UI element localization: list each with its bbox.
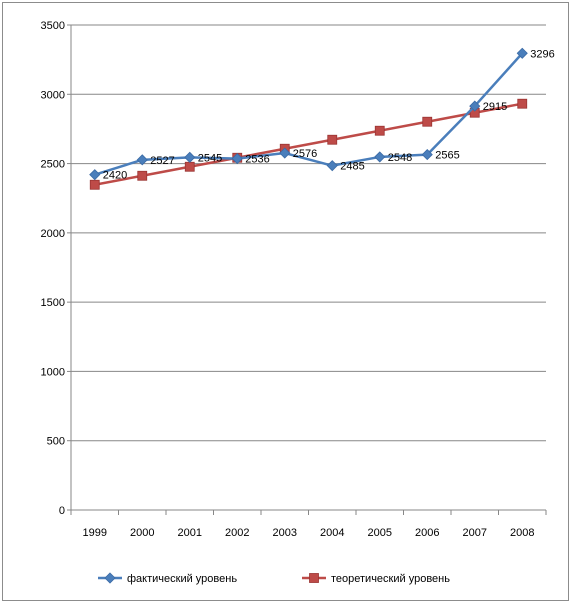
y-tick-label: 2500	[41, 159, 65, 171]
legend: фактический уровень теоретический уровень	[98, 572, 450, 585]
y-tick-label: 500	[47, 436, 65, 448]
data-point-diamond	[136, 154, 148, 166]
data-label: 2527	[150, 155, 174, 167]
y-tick-label: 1500	[41, 297, 65, 309]
x-tick-label: 2002	[225, 527, 249, 539]
y-tick-label: 3500	[41, 20, 65, 32]
data-point-diamond	[374, 151, 386, 163]
data-label: 2548	[388, 152, 412, 164]
legend-marker-square	[309, 573, 319, 583]
x-tick-label: 2000	[130, 527, 154, 539]
x-tick-label: 2007	[463, 527, 487, 539]
series-line-0	[94, 52, 524, 176]
data-point-diamond	[89, 169, 101, 181]
data-point-square	[374, 125, 385, 136]
x-tick-label: 2001	[178, 527, 202, 539]
data-label: 2420	[103, 170, 127, 182]
data-point-square	[422, 116, 433, 127]
data-labels: 2420 2527 2545 2536 2576 2485 2548 2565 2915 3296	[103, 48, 555, 181]
data-point-diamond	[279, 147, 291, 159]
legend-label: фактический уровень	[127, 573, 237, 585]
x-axis-ticks: 1999 2000 2001 2002 2003 2004 2005 2006 2007 2008	[70, 510, 547, 539]
y-tick-label: 1000	[41, 366, 65, 378]
x-tick-label: 1999	[83, 527, 107, 539]
data-label: 2576	[293, 148, 317, 160]
data-point-square	[89, 179, 100, 190]
y-tick-label: 3000	[41, 89, 65, 101]
y-axis-ticks: 0 500 1000 1500 2000 2500 3000 3500	[41, 20, 71, 517]
x-tick-label: 2005	[368, 527, 392, 539]
data-point-diamond	[516, 47, 528, 59]
data-label: 2915	[483, 101, 507, 113]
x-tick-label: 2006	[415, 527, 439, 539]
x-tick-label: 2004	[320, 527, 344, 539]
data-point-square	[327, 134, 338, 145]
data-label: 2565	[435, 150, 459, 162]
data-point-diamond	[469, 100, 481, 112]
data-point-diamond	[421, 148, 433, 161]
series-layer	[89, 47, 528, 190]
legend-marker-diamond	[104, 572, 116, 584]
x-tick-label: 2003	[273, 527, 297, 539]
data-label: 2485	[340, 161, 364, 173]
series-line-1	[94, 102, 523, 187]
data-point-diamond	[231, 153, 243, 165]
data-point-diamond	[326, 160, 338, 172]
y-tick-label: 2000	[41, 228, 65, 240]
grid-lines	[70, 24, 546, 511]
legend-label: теоретический уровень	[331, 573, 450, 585]
data-label: 2536	[245, 154, 269, 166]
data-point-square	[137, 170, 148, 181]
data-point-square	[517, 98, 528, 109]
y-tick-label: 0	[59, 505, 65, 517]
data-point-diamond	[184, 151, 196, 163]
data-point-square	[184, 161, 195, 172]
data-label: 2545	[198, 152, 222, 164]
data-label: 3296	[530, 48, 554, 60]
x-tick-label: 2008	[510, 527, 534, 539]
